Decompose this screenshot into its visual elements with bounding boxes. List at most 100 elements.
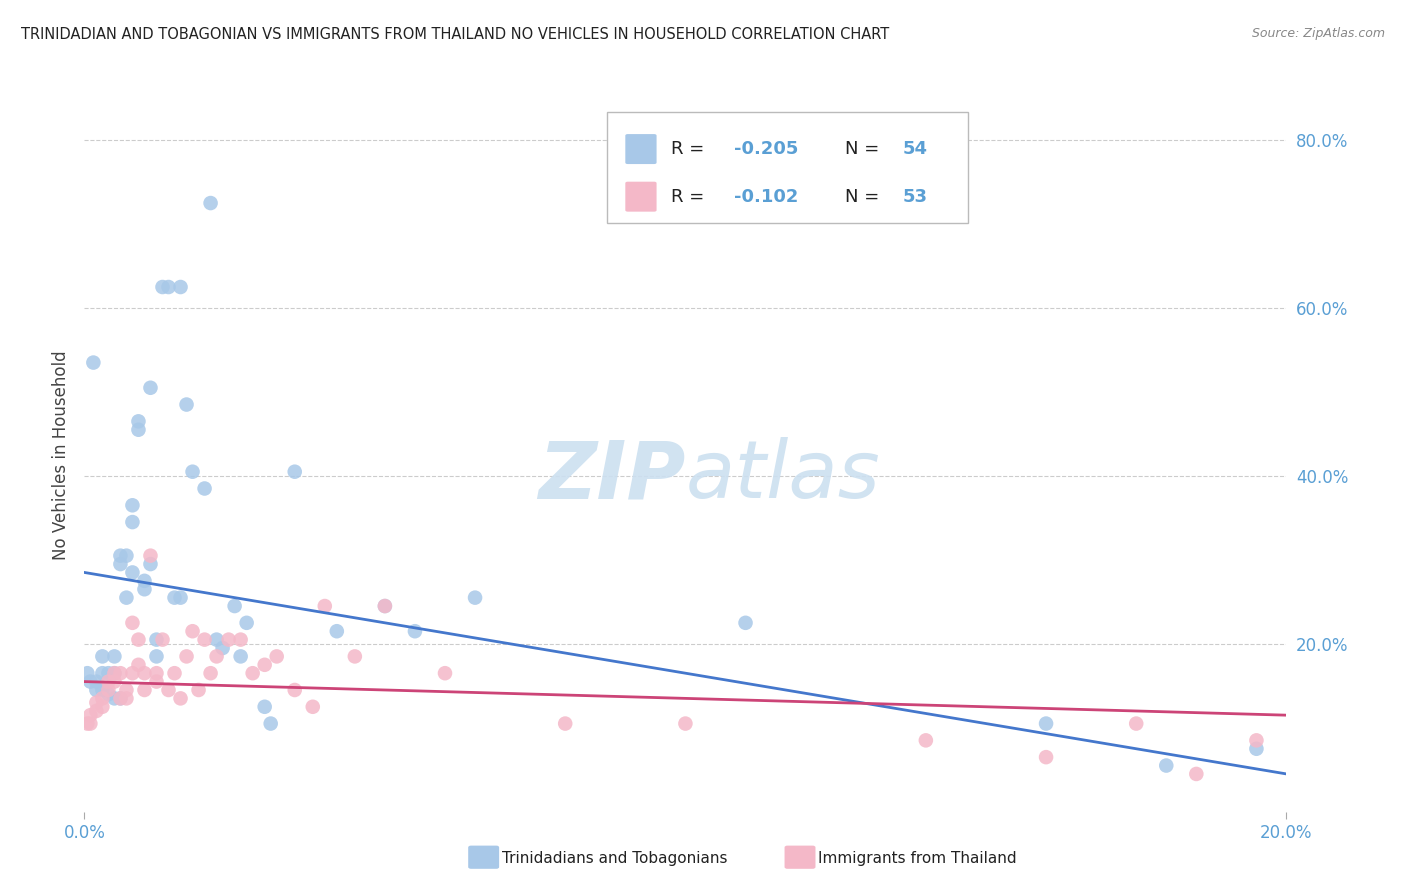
Point <box>675 716 697 731</box>
Point <box>915 733 938 747</box>
Point <box>434 666 457 681</box>
Point <box>404 624 426 639</box>
Text: Source: ZipAtlas.com: Source: ZipAtlas.com <box>1251 27 1385 40</box>
Point <box>110 549 132 563</box>
Text: 53: 53 <box>903 187 928 206</box>
Point <box>181 624 204 639</box>
Point <box>121 666 143 681</box>
Point <box>152 280 174 294</box>
Point <box>97 683 120 698</box>
Point <box>134 666 156 681</box>
Point <box>169 691 191 706</box>
Point <box>103 674 125 689</box>
Point <box>242 666 264 681</box>
Point <box>200 196 222 211</box>
Point <box>86 704 108 718</box>
Point <box>127 657 149 672</box>
Point <box>211 640 233 655</box>
Point <box>163 591 186 605</box>
Text: R =: R = <box>671 187 710 206</box>
Text: TRINIDADIAN AND TOBAGONIAN VS IMMIGRANTS FROM THAILAND NO VEHICLES IN HOUSEHOLD : TRINIDADIAN AND TOBAGONIAN VS IMMIGRANTS… <box>21 27 890 42</box>
Point <box>301 699 323 714</box>
Point <box>314 599 336 613</box>
Point <box>374 599 396 613</box>
Point <box>1156 758 1178 772</box>
Point <box>103 649 125 664</box>
Point <box>139 549 162 563</box>
Point <box>79 674 101 689</box>
Point <box>343 649 366 664</box>
Y-axis label: No Vehicles in Household: No Vehicles in Household <box>52 350 70 560</box>
Text: N =: N = <box>845 140 886 158</box>
Point <box>176 649 198 664</box>
Text: atlas: atlas <box>686 437 880 516</box>
Point <box>163 666 186 681</box>
Point <box>229 649 252 664</box>
Point <box>121 498 143 512</box>
Point <box>134 683 156 698</box>
Point <box>86 683 108 698</box>
Point <box>266 649 288 664</box>
FancyBboxPatch shape <box>626 182 657 211</box>
Point <box>127 632 149 647</box>
Point <box>121 515 143 529</box>
Point <box>157 683 180 698</box>
Point <box>194 632 217 647</box>
Point <box>229 632 252 647</box>
Point <box>86 696 108 710</box>
Point <box>554 716 576 731</box>
Point <box>176 398 198 412</box>
Point <box>145 649 167 664</box>
Point <box>139 557 162 571</box>
Text: R =: R = <box>671 140 710 158</box>
Point <box>134 574 156 588</box>
Point <box>253 699 276 714</box>
Point <box>260 716 283 731</box>
Text: -0.102: -0.102 <box>734 187 797 206</box>
Text: ZIP: ZIP <box>538 437 686 516</box>
Point <box>127 414 149 428</box>
Point <box>374 599 396 613</box>
Point <box>103 666 125 681</box>
Point <box>97 687 120 701</box>
Point <box>145 666 167 681</box>
Point <box>79 708 101 723</box>
Point <box>181 465 204 479</box>
Point <box>115 691 138 706</box>
Point <box>1035 750 1057 764</box>
Point <box>253 657 276 672</box>
Point <box>97 666 120 681</box>
Point <box>91 683 114 698</box>
Point <box>224 599 246 613</box>
Text: -0.205: -0.205 <box>734 140 797 158</box>
Text: N =: N = <box>845 187 886 206</box>
Point <box>91 691 114 706</box>
Point <box>1246 733 1268 747</box>
Point <box>1246 741 1268 756</box>
Point <box>115 683 138 698</box>
Point <box>115 591 138 605</box>
Point <box>134 582 156 597</box>
Point <box>734 615 756 630</box>
Point <box>194 482 217 496</box>
Point <box>169 280 191 294</box>
Point <box>110 666 132 681</box>
Point <box>187 683 209 698</box>
Point <box>76 666 98 681</box>
Point <box>121 566 143 580</box>
Point <box>91 666 114 681</box>
Point <box>82 355 104 369</box>
Point <box>1035 716 1057 731</box>
Point <box>464 591 486 605</box>
Point <box>139 381 162 395</box>
Point <box>284 683 307 698</box>
Point <box>152 632 174 647</box>
Point <box>121 615 143 630</box>
Point <box>205 649 228 664</box>
Point <box>76 716 98 731</box>
Point <box>326 624 349 639</box>
Point <box>284 465 307 479</box>
Text: Trinidadians and Tobagonians: Trinidadians and Tobagonians <box>502 852 727 866</box>
Text: Immigrants from Thailand: Immigrants from Thailand <box>818 852 1017 866</box>
Point <box>235 615 257 630</box>
